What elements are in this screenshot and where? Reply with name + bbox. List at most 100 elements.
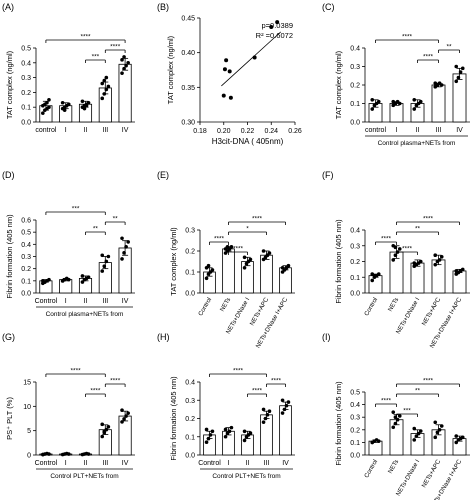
significance-label: ** bbox=[113, 216, 119, 223]
significance-label: *** bbox=[72, 206, 80, 213]
y-tick-label: 0.40 bbox=[181, 50, 195, 57]
data-point bbox=[100, 81, 105, 86]
data-point bbox=[460, 435, 465, 440]
data-point bbox=[122, 251, 126, 255]
data-point bbox=[62, 108, 67, 112]
x-tick-label: III bbox=[436, 127, 442, 134]
data-point bbox=[376, 439, 381, 443]
significance-label: **** bbox=[110, 378, 121, 385]
data-point bbox=[370, 440, 375, 445]
data-point bbox=[43, 280, 47, 284]
bar bbox=[241, 261, 254, 294]
panel-label: (F) bbox=[322, 170, 334, 180]
data-point bbox=[242, 429, 247, 434]
data-point bbox=[261, 420, 266, 424]
data-point bbox=[102, 92, 107, 96]
panel-label: (A) bbox=[2, 2, 14, 12]
significance-label: **** bbox=[214, 236, 225, 243]
data-point bbox=[126, 240, 130, 244]
data-point bbox=[397, 414, 402, 418]
data-point bbox=[120, 420, 124, 424]
data-point bbox=[210, 429, 215, 434]
data-point bbox=[282, 407, 287, 412]
data-point bbox=[412, 426, 417, 431]
x-tick-label: NETs bbox=[387, 459, 400, 475]
x-tick-label: NETs+APC bbox=[421, 296, 443, 327]
x-tick-label: 0.26 bbox=[288, 128, 302, 135]
x-axis-label: Control PLT+NETs from bbox=[212, 473, 280, 480]
data-point bbox=[60, 279, 65, 283]
data-point bbox=[80, 274, 85, 278]
x-tick-label: I bbox=[228, 460, 230, 467]
data-point bbox=[104, 87, 109, 92]
data-point bbox=[370, 98, 375, 102]
y-tick-label: 0.3 bbox=[185, 228, 195, 235]
data-point bbox=[454, 79, 459, 84]
significance-label: *** bbox=[92, 54, 100, 61]
data-point bbox=[370, 278, 375, 283]
x-tick-label: III bbox=[102, 127, 108, 134]
y-tick-label: 0.3 bbox=[21, 75, 31, 82]
y-axis-label: TAT complex (ng/ml) bbox=[5, 50, 14, 119]
data-point bbox=[248, 257, 253, 262]
y-tick-label: 10 bbox=[23, 404, 31, 411]
x-tick-label: II bbox=[84, 127, 88, 134]
data-point bbox=[286, 400, 291, 404]
data-point bbox=[225, 245, 230, 249]
y-tick-label: 0.3 bbox=[350, 243, 360, 250]
data-point bbox=[376, 272, 381, 276]
data-point bbox=[252, 55, 257, 60]
x-tick-label: 0.24 bbox=[264, 128, 278, 135]
data-point bbox=[223, 434, 228, 439]
panel-label: (E) bbox=[157, 170, 169, 180]
data-point bbox=[100, 253, 105, 258]
y-tick-label: 0.6 bbox=[21, 218, 31, 225]
data-point bbox=[397, 101, 402, 106]
bar bbox=[431, 84, 446, 123]
significance-label: **** bbox=[252, 216, 263, 223]
data-point bbox=[393, 245, 398, 250]
x-tick-label: control bbox=[35, 127, 56, 134]
data-point bbox=[41, 111, 45, 115]
y-axis-label: TAT complex (ng/ml) bbox=[334, 50, 343, 119]
y-axis-label: Fibrin formation (405 nm) bbox=[5, 214, 14, 299]
data-point bbox=[275, 20, 280, 25]
data-point bbox=[412, 107, 417, 111]
y-tick-label: 0.35 bbox=[181, 85, 195, 92]
significance-label: **** bbox=[252, 388, 263, 395]
y-tick-label: 0.5 bbox=[350, 390, 360, 397]
y-tick-label: 0.0 bbox=[350, 120, 360, 127]
data-point bbox=[104, 75, 109, 80]
data-point bbox=[416, 431, 421, 436]
panel-c: 0.0 0.1 0.2 0.3 0.4 TAT complex (ng/ml) contro… bbox=[334, 34, 470, 147]
data-point bbox=[228, 95, 233, 100]
data-point bbox=[418, 259, 423, 264]
data-point bbox=[242, 266, 247, 270]
data-point bbox=[206, 263, 211, 268]
x-axis-label: Control plasma+NETs from bbox=[378, 140, 456, 147]
data-point bbox=[124, 414, 128, 418]
x-tick-label: Control bbox=[198, 460, 221, 467]
data-point bbox=[227, 429, 232, 434]
x-tick-label: NETs bbox=[219, 297, 232, 313]
data-point bbox=[120, 257, 124, 261]
y-tick-label: 0.1 bbox=[350, 440, 360, 447]
data-point bbox=[433, 81, 438, 85]
y-axis-label: PS⁺ PLT (%) bbox=[5, 397, 14, 440]
x-tick-label: I bbox=[396, 127, 398, 134]
data-point bbox=[280, 266, 285, 270]
data-point bbox=[261, 249, 266, 253]
data-point bbox=[412, 438, 417, 442]
x-tick-label: 0.20 bbox=[217, 128, 231, 135]
data-point bbox=[41, 452, 45, 457]
x-tick-label: II bbox=[416, 127, 420, 134]
data-point bbox=[242, 255, 247, 260]
significance-label: * bbox=[246, 226, 249, 233]
x-tick-label: IV bbox=[122, 127, 129, 134]
y-tick-label: 0.4 bbox=[350, 46, 360, 53]
y-tick-label: 0.4 bbox=[350, 402, 360, 409]
x-tick-label: I bbox=[65, 460, 67, 467]
data-point bbox=[391, 410, 396, 414]
data-point bbox=[84, 103, 89, 108]
